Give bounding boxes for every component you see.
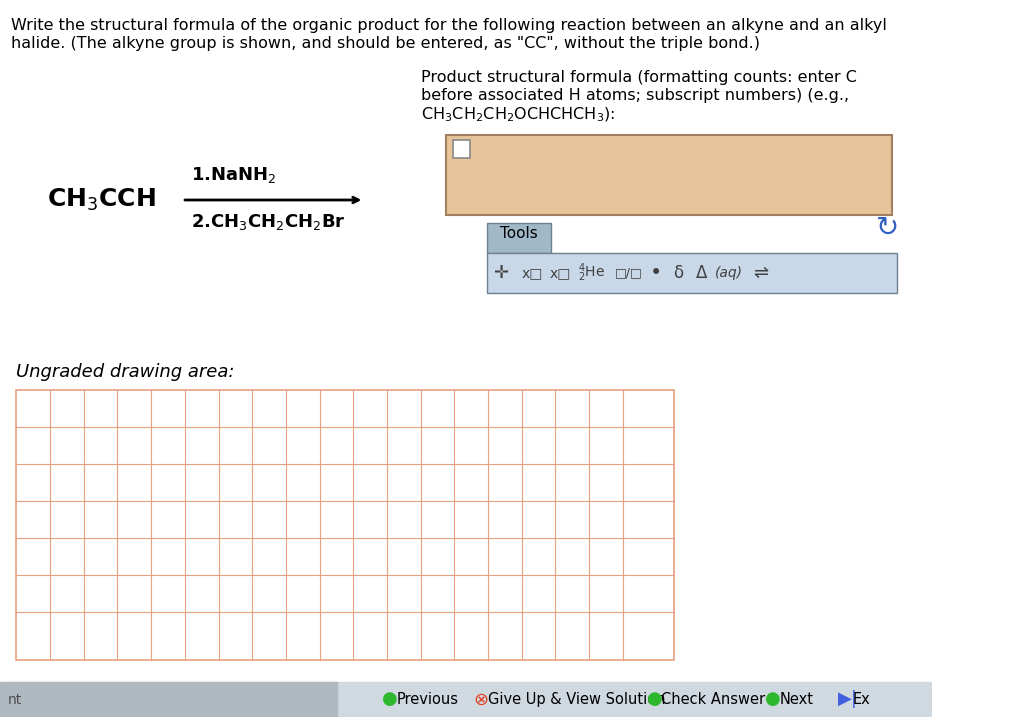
Text: •: • bbox=[649, 263, 662, 283]
Bar bbox=[487, 223, 551, 253]
Bar bbox=[487, 253, 897, 293]
Text: Previous: Previous bbox=[397, 692, 459, 707]
Text: ⊗: ⊗ bbox=[473, 690, 488, 708]
Text: ●: ● bbox=[382, 690, 398, 708]
Bar bbox=[0, 682, 933, 717]
Text: Δ: Δ bbox=[695, 264, 707, 282]
Text: δ: δ bbox=[674, 264, 683, 282]
Text: x□: x□ bbox=[549, 266, 570, 280]
Text: Check Answer: Check Answer bbox=[662, 692, 765, 707]
Text: x□: x□ bbox=[522, 266, 544, 280]
Text: ●: ● bbox=[646, 690, 663, 708]
Text: CH$_3$CH$_2$CH$_2$OCHCHCH$_3$):: CH$_3$CH$_2$CH$_2$OCHCHCH$_3$): bbox=[421, 106, 615, 125]
Text: Write the structural formula of the organic product for the following reaction b: Write the structural formula of the orga… bbox=[11, 18, 887, 33]
Bar bbox=[446, 135, 892, 215]
Text: ▶|: ▶| bbox=[838, 690, 858, 708]
Text: Product structural formula (formatting counts: enter C: Product structural formula (formatting c… bbox=[421, 70, 856, 85]
Text: 2.CH$_3$CH$_2$CH$_2$Br: 2.CH$_3$CH$_2$CH$_2$Br bbox=[191, 212, 346, 232]
Text: ⇌: ⇌ bbox=[753, 264, 768, 282]
Text: Ungraded drawing area:: Ungraded drawing area: bbox=[16, 363, 234, 381]
Bar bbox=[16, 390, 674, 660]
Text: Ex: Ex bbox=[852, 692, 870, 707]
Text: ✛: ✛ bbox=[494, 264, 508, 282]
Bar bbox=[454, 140, 470, 158]
Text: 1.NaNH$_2$: 1.NaNH$_2$ bbox=[191, 165, 276, 185]
Text: CH$_3$CCH: CH$_3$CCH bbox=[47, 187, 156, 213]
Bar bbox=[0, 682, 337, 717]
Text: Give Up & View Solution: Give Up & View Solution bbox=[488, 692, 666, 707]
Text: nt: nt bbox=[7, 693, 22, 706]
Text: Tools: Tools bbox=[500, 226, 538, 240]
Text: (aq): (aq) bbox=[715, 266, 742, 280]
Text: $^4_2$He: $^4_2$He bbox=[579, 262, 605, 285]
Text: Next: Next bbox=[779, 692, 813, 707]
Text: ●: ● bbox=[765, 690, 780, 708]
Text: ↻: ↻ bbox=[877, 214, 899, 242]
Text: halide. (The alkyne group is shown, and should be entered, as "CC", without the : halide. (The alkyne group is shown, and … bbox=[11, 36, 760, 51]
Text: □/□: □/□ bbox=[614, 267, 642, 280]
Text: before associated H atoms; subscript numbers) (e.g.,: before associated H atoms; subscript num… bbox=[421, 88, 849, 103]
